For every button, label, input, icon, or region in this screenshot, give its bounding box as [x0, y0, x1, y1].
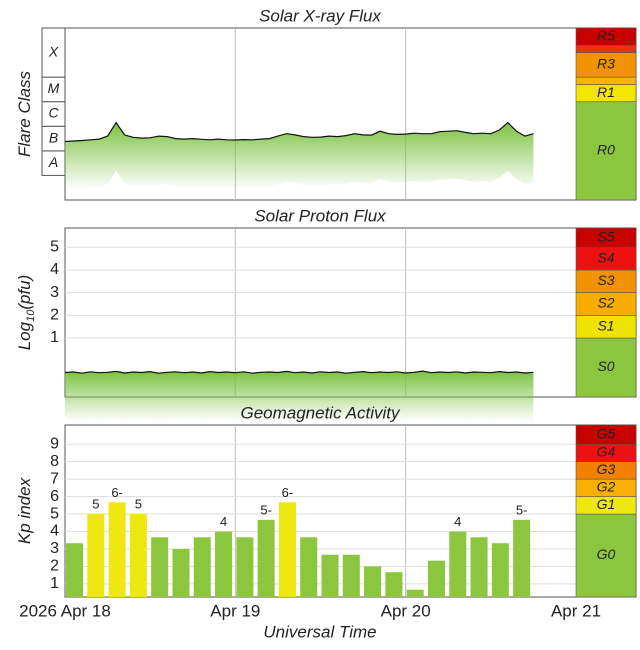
scale-label: S3: [597, 272, 614, 288]
class-label: B: [49, 129, 58, 145]
scale-band: [575, 76, 637, 85]
kp-bar: [215, 531, 233, 597]
kp-bar: [172, 548, 190, 597]
flux-line: [64, 121, 534, 143]
scale-band: [575, 227, 637, 248]
scale-label: R5: [597, 27, 615, 43]
class-label: X: [48, 43, 59, 59]
scale-band: [575, 52, 637, 78]
y-tick-label: 9: [50, 435, 59, 452]
class-label: M: [48, 80, 60, 96]
flux-fill: [65, 371, 534, 422]
scale-label: G3: [597, 461, 616, 477]
scale-label: G4: [597, 444, 616, 460]
x-axis-label: Universal Time: [263, 622, 376, 641]
x-tick-label: Apr 21: [551, 601, 601, 620]
kp-bar: [513, 519, 531, 597]
y-tick-label: 4: [50, 523, 59, 540]
scale-label: G5: [597, 425, 616, 441]
kp-bar: [491, 543, 509, 597]
y-tick-label: 3: [50, 284, 59, 301]
y-tick-label: 6: [50, 488, 59, 505]
y-tick-label: 2: [50, 307, 59, 324]
kp-bar: [364, 566, 382, 597]
y-axis-label-text: Flare Class: [15, 71, 34, 157]
kp-bar: [257, 519, 275, 597]
kp-value-label: 5: [92, 496, 99, 511]
y-axis-label: Flare Class: [15, 71, 34, 157]
x-tick-label: 2026 Apr 18: [19, 601, 111, 620]
kp-bar: [151, 537, 169, 597]
scale-band: [575, 101, 637, 201]
y-axis-label-text: Kp index: [15, 477, 34, 544]
kp-bar: [278, 502, 296, 597]
scale-label: G2: [597, 479, 616, 495]
kp-value-label: 4: [454, 514, 461, 529]
y-tick-label: 8: [50, 453, 59, 470]
y-tick-label: 1: [50, 329, 59, 346]
kp-value-label: 6-: [282, 485, 294, 500]
scale-label: S4: [597, 249, 614, 265]
scale-band: [575, 513, 637, 598]
scale-label: S0: [597, 358, 614, 374]
y-tick-label: 1: [50, 575, 59, 592]
scale-band: [575, 424, 637, 445]
scale-label: G1: [597, 496, 616, 512]
panel-title: Solar Proton Flux: [254, 206, 386, 225]
y-axis-label: Kp index: [15, 477, 34, 544]
kp-bar: [193, 537, 211, 597]
class-box: [41, 27, 66, 78]
y-tick-label: 2: [50, 558, 59, 575]
kp-bar: [321, 554, 339, 597]
kp-value-label: 5-: [516, 502, 528, 517]
y-tick-label: 3: [50, 540, 59, 557]
kp-value-label: 6-: [111, 485, 123, 500]
kp-bar: [87, 514, 105, 597]
kp-bar: [236, 537, 254, 597]
kp-bar: [449, 531, 467, 597]
kp-bar: [108, 502, 126, 597]
panel-title: Solar X-ray Flux: [259, 6, 381, 25]
scale-label: S5: [597, 228, 614, 244]
class-label: A: [48, 154, 58, 170]
kp-bar: [66, 543, 84, 597]
scale-label: R3: [597, 56, 615, 72]
kp-value-label: 5-: [260, 502, 272, 517]
y-tick-label: 5: [50, 505, 59, 522]
panel-title: Geomagnetic Activity: [240, 403, 401, 422]
scale-band: [575, 27, 637, 46]
kp-value-label: 5: [135, 496, 142, 511]
flux-line: [64, 370, 534, 374]
kp-bar: [300, 537, 318, 597]
y-axis-label: Log10(pfu): [15, 275, 36, 351]
scale-label: R0: [597, 142, 615, 158]
scale-band: [575, 337, 637, 398]
scale-label: R1: [597, 84, 615, 100]
kp-value-label: 4: [220, 514, 227, 529]
y-axis-label-suffix: (pfu): [15, 275, 34, 310]
kp-bar: [406, 589, 424, 597]
y-tick-label: 5: [50, 239, 59, 256]
kp-bar: [470, 537, 488, 597]
plot-frame: [64, 227, 637, 398]
class-label: C: [48, 105, 59, 121]
scale-band: [575, 44, 637, 53]
scale-label: G0: [597, 546, 616, 562]
kp-bar: [342, 554, 360, 597]
kp-bar: [129, 514, 147, 597]
kp-bar: [427, 560, 445, 597]
x-tick-label: Apr 19: [210, 601, 260, 620]
y-tick-label: 4: [50, 261, 59, 278]
scale-label: S1: [597, 317, 614, 333]
scale-label: S2: [597, 295, 614, 311]
kp-bar: [385, 572, 403, 597]
x-tick-label: Apr 20: [381, 601, 431, 620]
y-axis-label-sub: 10: [25, 309, 37, 322]
y-axis-label-text: Log: [15, 321, 34, 350]
y-tick-label: 7: [50, 470, 59, 487]
